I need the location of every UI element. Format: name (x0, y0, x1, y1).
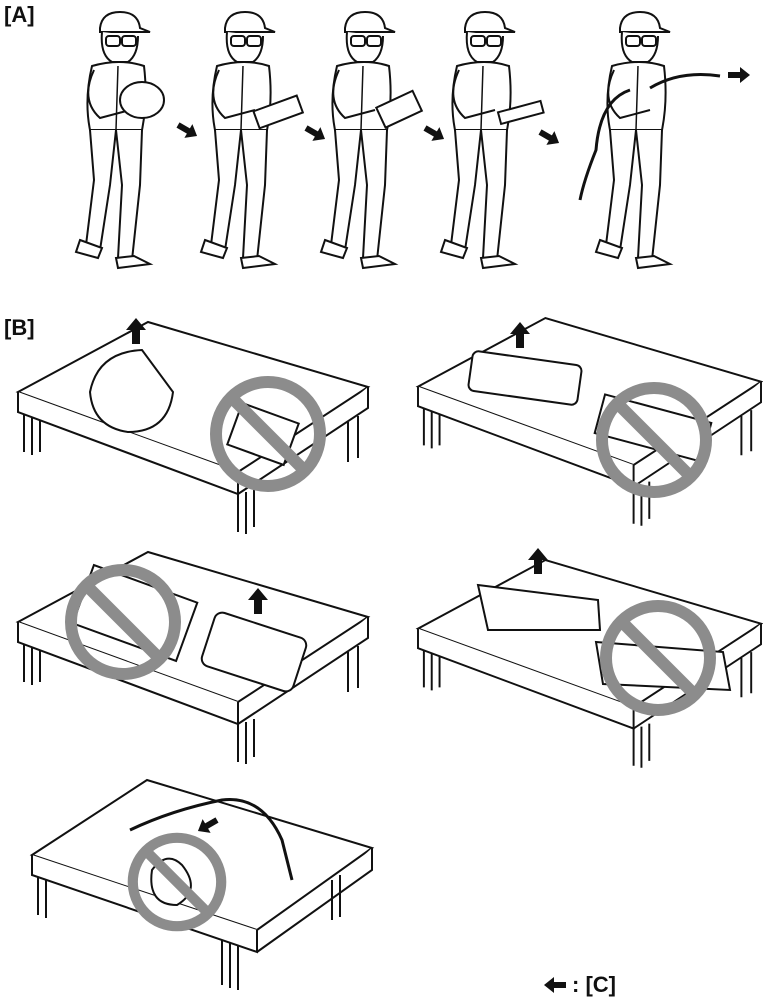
airbag-module (200, 611, 308, 693)
arrow-icon (174, 118, 202, 143)
airbag-module (476, 583, 602, 631)
table-1 (17, 318, 369, 535)
table-5 (29, 778, 375, 990)
arrow-icon (536, 125, 564, 150)
worker-figure-2 (200, 11, 305, 269)
airbag-module (467, 350, 583, 406)
arrow-icon (728, 67, 750, 83)
worker-figure-3 (320, 11, 424, 269)
table-2 (417, 317, 762, 527)
legend: : [C] (544, 972, 616, 998)
section-b-label: [B] (4, 315, 35, 340)
worker-figure-4 (440, 11, 545, 269)
table-4 (417, 548, 762, 769)
section-a-label: [A] (4, 2, 35, 27)
arrow-icon (544, 977, 566, 993)
arrow-icon (421, 121, 449, 146)
worker-figure-1 (75, 11, 165, 269)
table-3 (17, 551, 369, 765)
wire-harness (129, 798, 294, 881)
arrow-icon (302, 121, 330, 146)
legend-c-label: : [C] (572, 972, 616, 997)
airbag-module (88, 348, 175, 434)
worker-figure-5 (578, 11, 721, 269)
